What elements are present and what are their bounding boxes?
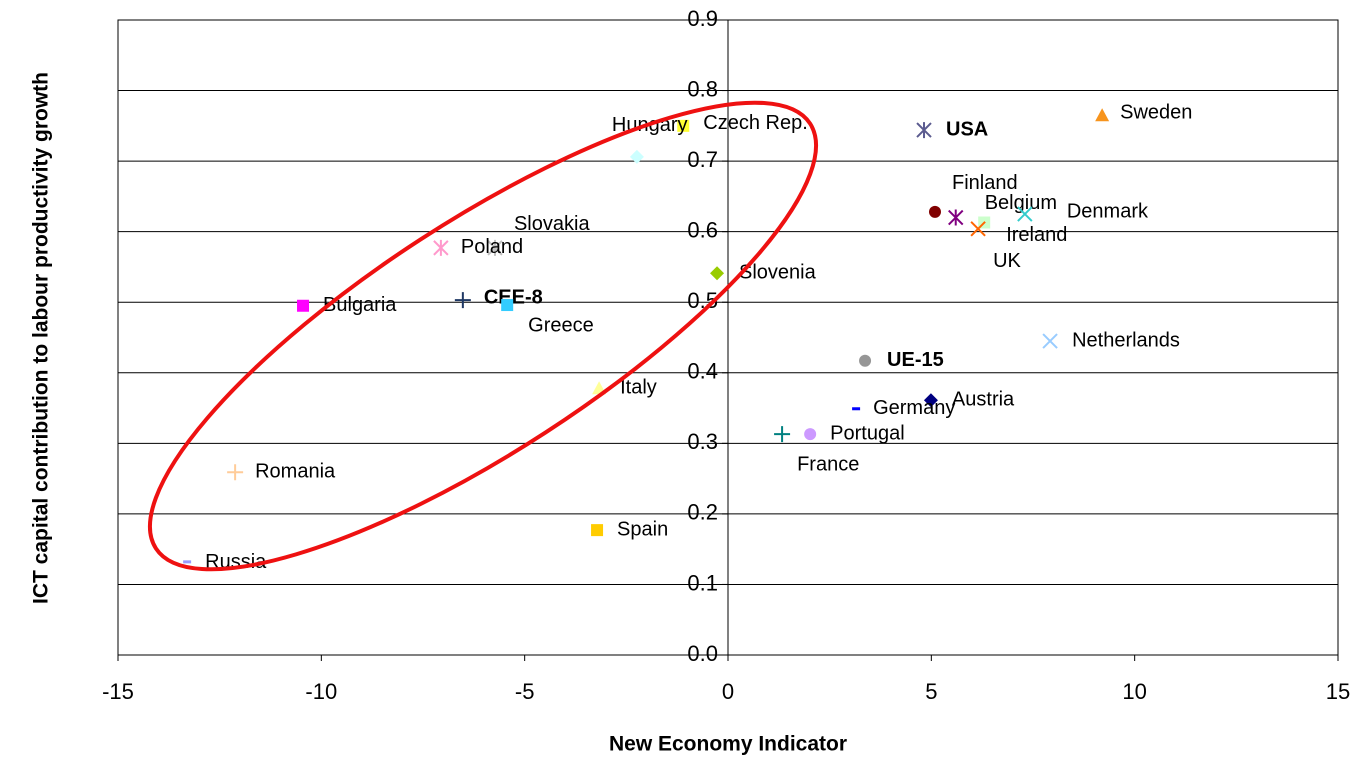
point-label: Finland — [952, 172, 1018, 194]
point — [227, 464, 244, 481]
y-tick-label: 0.9 — [687, 6, 718, 31]
point — [454, 292, 471, 309]
layer: 0.00.10.20.30.40.50.60.70.80.9-15 -10 -5 0 5… — [102, 6, 1350, 704]
point-label: Poland — [461, 236, 523, 258]
y-tick-label: 0.4 — [687, 359, 718, 384]
y-tick-label: 0.1 — [687, 570, 718, 595]
y-tick-label: 0.3 — [687, 429, 718, 454]
x-tick-label: 5 — [925, 679, 937, 704]
x-tick-label: -15 — [102, 679, 134, 704]
point-label: France — [797, 453, 859, 475]
point-label: Sweden — [1120, 102, 1192, 124]
point — [923, 393, 938, 408]
point — [928, 205, 941, 218]
point-label: Austria — [952, 389, 1015, 411]
point — [433, 239, 449, 256]
x-tick-label: -5 — [515, 679, 535, 704]
point-label: CEE-8 — [484, 286, 543, 308]
point — [501, 299, 514, 312]
point — [710, 266, 725, 281]
point — [1042, 333, 1058, 349]
point-label: UE-15 — [887, 349, 944, 371]
x-axis-title: New Economy Indicator — [609, 733, 847, 756]
point — [297, 299, 310, 312]
point — [859, 354, 872, 367]
y-tick-label: 0.0 — [687, 641, 718, 666]
point-label: Czech Rep. — [703, 112, 808, 134]
point — [916, 122, 932, 139]
point — [774, 426, 791, 443]
point-label: Greece — [528, 314, 594, 336]
x-tick-label: -10 — [305, 679, 337, 704]
x-tick-label: 0 — [722, 679, 734, 704]
point — [948, 209, 964, 226]
point — [970, 221, 986, 237]
point-label: Germany — [873, 397, 955, 419]
point — [591, 524, 604, 537]
point-label: Slovakia — [514, 213, 590, 235]
point-label: Belgium — [985, 192, 1057, 214]
y-axis-title: ICT capital contribution to labour produ… — [30, 72, 53, 604]
y-tick-label: 0.6 — [687, 217, 718, 242]
y-tick-label: 0.8 — [687, 76, 718, 101]
point-label: Portugal — [830, 422, 905, 444]
point-label: Spain — [617, 518, 668, 540]
point — [677, 119, 690, 132]
point-label: Italy — [620, 377, 657, 399]
point — [487, 239, 503, 256]
y-tick-label: 0.7 — [687, 147, 718, 172]
highlight-ellipse — [147, 100, 819, 572]
point — [629, 149, 644, 164]
point-label: Netherlands — [1072, 329, 1180, 351]
point — [1017, 206, 1033, 222]
point-label: Denmark — [1067, 200, 1149, 222]
point-label: Bulgaria — [323, 294, 397, 316]
point-label: Ireland — [1006, 224, 1067, 246]
x-tick-label: 15 — [1326, 679, 1350, 704]
point-label: Romania — [255, 461, 336, 483]
x-tick-label: 10 — [1122, 679, 1146, 704]
point — [804, 428, 817, 441]
point-label: UK — [993, 250, 1021, 272]
point-label: USA — [946, 118, 988, 140]
point — [1095, 108, 1110, 122]
y-tick-label: 0.2 — [687, 500, 718, 525]
point-label: Slovenia — [739, 262, 817, 284]
